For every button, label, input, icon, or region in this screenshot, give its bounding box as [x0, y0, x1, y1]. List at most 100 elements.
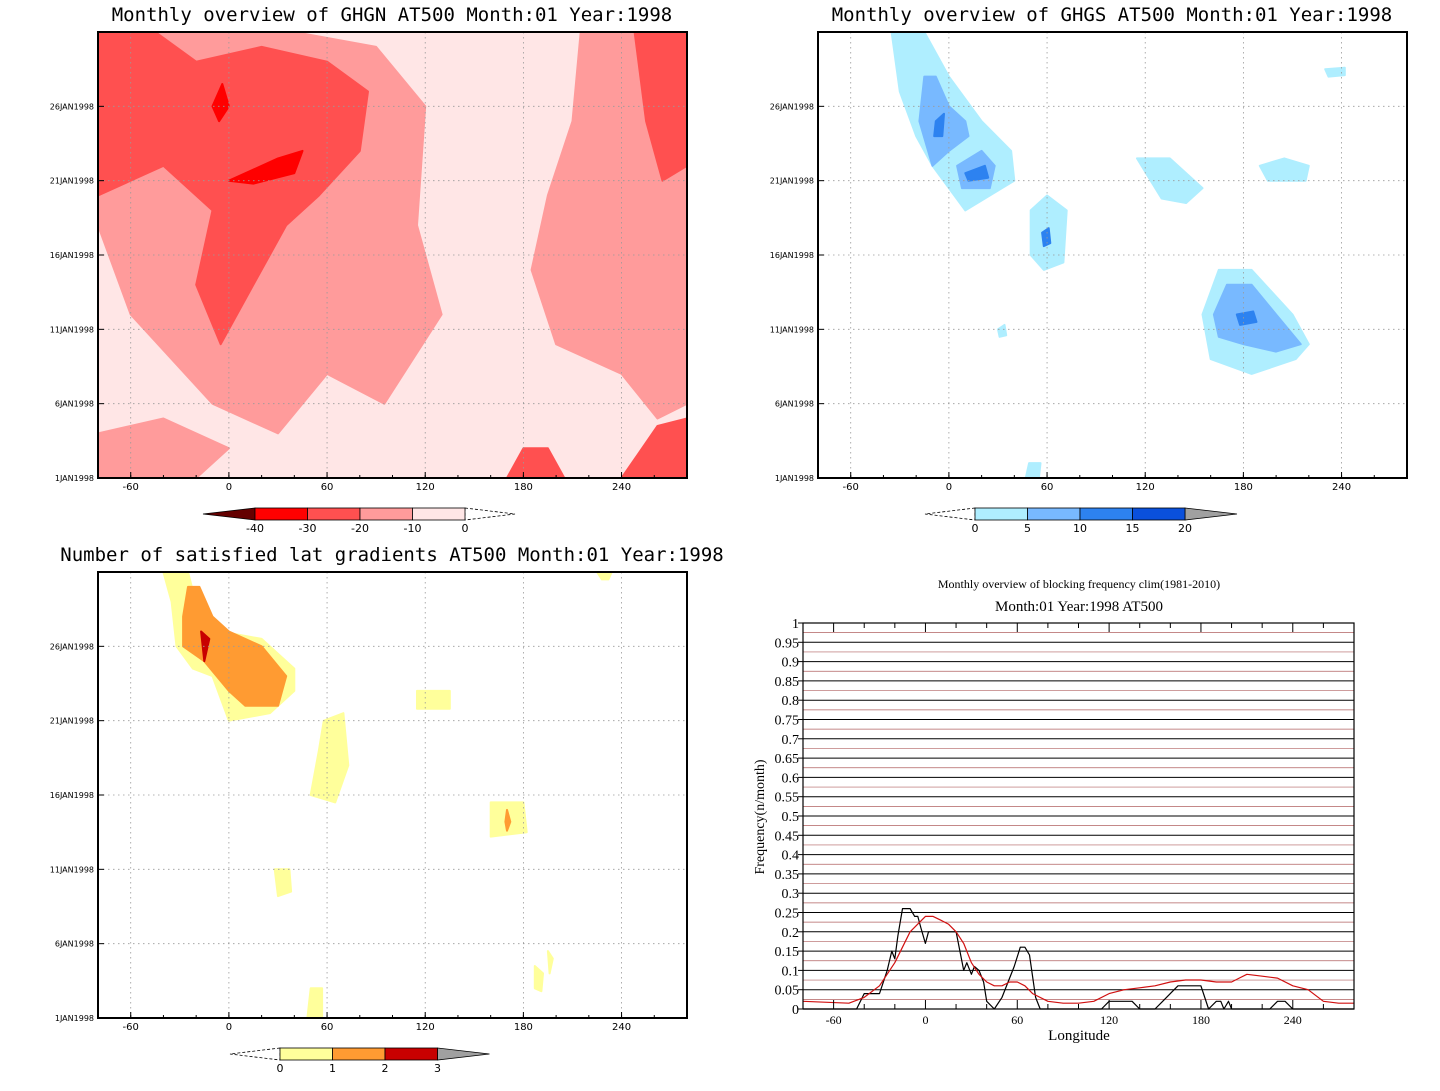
ghgs-contour-region — [964, 164, 990, 182]
ghgs-y-tick-label: 6JAN1998 — [775, 400, 814, 409]
ghgs-contour-region — [1024, 462, 1042, 478]
nlat-contour-region — [306, 987, 324, 1018]
ghgs-y-tick-label: 11JAN1998 — [770, 325, 814, 334]
ghgn-contour-region — [227, 149, 304, 185]
ghgs-colorbar-high-arrow — [1184, 507, 1238, 521]
ghgn-colorbar-low-arrow — [202, 507, 256, 521]
nlat-colorbar-low-arrow — [229, 1047, 281, 1061]
nlat-x-tick-label: -60 — [123, 1022, 139, 1033]
ghgn-x-tick-label: 180 — [514, 482, 533, 493]
nlat-y-tick-label: 6JAN1998 — [55, 940, 94, 949]
ghgs-colorbar: 0 5 10 15 20 — [924, 507, 1238, 535]
nlat-y-tick-label: 26JAN1998 — [50, 642, 94, 651]
block-panel: Monthly overview of blocking frequency c… — [753, 577, 1355, 1044]
block-y-tick-label: 0.55 — [775, 791, 800, 806]
ghgs-x-tick-label: 180 — [1234, 482, 1253, 493]
ghgs-contour-region — [933, 112, 945, 138]
ghgs-x-tick-label: 0 — [946, 482, 952, 493]
ghgs-colorbar-segment — [1079, 507, 1133, 521]
block-series-line — [802, 915, 1354, 1004]
ghgs-y-tick-label: 1JAN1998 — [775, 474, 814, 483]
block-y-tick-label: 0.25 — [775, 907, 800, 922]
ghgs-y-tick-label: 21JAN1998 — [770, 177, 814, 186]
nlat-x-tick-label: 0 — [226, 1022, 232, 1033]
block-axes: 0 0.05 0.1 0.15 0.2 0.25 0.3 0.35 0.4 0.45 0.5 0.55… — [775, 617, 1355, 1027]
nlat-y-tick-label: 21JAN1998 — [50, 717, 94, 726]
block-y-tick-label: 0.85 — [775, 675, 800, 690]
block-y-tick-label: 0.35 — [775, 868, 800, 883]
ghgs-colorbar-low-arrow — [924, 507, 976, 521]
ghgs-colorbar-label: 0 — [972, 522, 979, 535]
ghgn-x-tick-label: -60 — [123, 482, 139, 493]
block-y-tick-label: 0.65 — [775, 752, 800, 767]
ghgs-x-tick-label: 120 — [1136, 482, 1155, 493]
ghgs-y-tick-label: 16JAN1998 — [770, 251, 814, 260]
nlat-colorbar-segment — [279, 1047, 333, 1061]
ghgn-colorbar-label: -30 — [299, 522, 317, 535]
ghgn-contour-region — [620, 417, 687, 478]
nlat-x-tick-label: 120 — [416, 1022, 435, 1033]
block-y-tick-label: 0 — [792, 1003, 799, 1018]
block-y-tick-label: 0.3 — [782, 887, 800, 902]
nlat-colorbar-label: 3 — [434, 1062, 441, 1075]
block-gridlines — [803, 622, 1354, 1010]
ghgn-colorbar-segment — [412, 507, 466, 521]
ghgn-contour-region — [497, 32, 687, 420]
ghgn-y-tick-label: 16JAN1998 — [50, 251, 94, 260]
nlat-colorbar-label: 1 — [329, 1062, 336, 1075]
block-y-tick-label: 0.9 — [782, 656, 800, 671]
nlat-contour-region — [504, 808, 512, 832]
ghgn-y-tick-label: 1JAN1998 — [55, 474, 94, 483]
ghgn-x-tick-label: 60 — [321, 482, 334, 493]
ghgs-x-tick-label: -60 — [843, 482, 859, 493]
block-subtitle: Month:01 Year:1998 AT500 — [995, 599, 1163, 615]
ghgn-colorbar-label: 0 — [462, 522, 469, 535]
block-series-line — [803, 908, 1354, 1010]
ghgs-title: Monthly overview of GHGS AT500 Month:01 … — [832, 4, 1393, 26]
block-x-tick-label: 60 — [1011, 1013, 1023, 1027]
ghgs-contour-region — [1136, 157, 1204, 204]
ghgn-colorbar-segment — [307, 507, 361, 521]
ghgn-contour-region — [506, 447, 566, 478]
ghgs-colorbar-label: 20 — [1178, 522, 1192, 535]
ghgn-colorbar-label: -20 — [351, 522, 369, 535]
ghgs-panel: Monthly overview of GHGS AT500 Month:01 … — [770, 4, 1408, 535]
ghgn-y-tick-label: 11JAN1998 — [50, 325, 94, 334]
block-ylabel: Frequency(n/month) — [753, 759, 768, 874]
block-y-tick-label: 0.5 — [782, 810, 800, 825]
ghgs-x-tick-label: 240 — [1332, 482, 1351, 493]
ghgn-x-tick-label: 240 — [612, 482, 631, 493]
ghgn-colorbar: -40 -30 -20 -10 0 — [202, 507, 516, 535]
nlat-y-tick-label: 16JAN1998 — [50, 791, 94, 800]
nlat-colorbar-high-arrow — [437, 1047, 490, 1061]
ghgs-colorbar-segment — [1132, 507, 1186, 521]
nlat-x-tick-label: 240 — [612, 1022, 631, 1033]
ghgs-contour-region — [1212, 283, 1302, 353]
ghgn-y-tick-label: 21JAN1998 — [50, 177, 94, 186]
block-series — [802, 908, 1354, 1010]
ghgn-x-tick-label: 0 — [226, 482, 232, 493]
nlat-y-tick-label: 1JAN1998 — [55, 1014, 94, 1023]
ghgn-colorbar-label: -40 — [246, 522, 264, 535]
nlat-contour-region — [309, 712, 350, 804]
nlat-colorbar: 0 1 2 3 — [229, 1047, 490, 1075]
block-x-tick-label: 0 — [922, 1013, 928, 1027]
nlat-colorbar-label: 0 — [277, 1062, 284, 1075]
block-x-tick-label: 240 — [1284, 1013, 1302, 1027]
block-y-tick-label: 0.05 — [775, 984, 800, 999]
block-y-tick-label: 0.7 — [782, 733, 800, 748]
ghgn-colorbar-label: -10 — [404, 522, 422, 535]
ghgn-x-tick-label: 120 — [416, 482, 435, 493]
block-x-tick-label: 120 — [1100, 1013, 1118, 1027]
block-y-tick-label: 0.45 — [775, 829, 800, 844]
ghgs-x-tick-label: 60 — [1041, 482, 1054, 493]
ghgn-contour-region — [98, 32, 369, 346]
block-title: Monthly overview of blocking frequency c… — [938, 577, 1220, 591]
ghgs-colorbar-segment — [974, 507, 1028, 521]
nlat-contour-region — [533, 965, 544, 993]
block-y-tick-label: 0.15 — [775, 945, 800, 960]
block-y-tick-label: 1 — [792, 617, 799, 632]
ghgn-y-tick-label: 26JAN1998 — [50, 102, 94, 111]
nlat-contour-region — [596, 572, 613, 581]
ghgn-colorbar-segment — [359, 507, 413, 521]
